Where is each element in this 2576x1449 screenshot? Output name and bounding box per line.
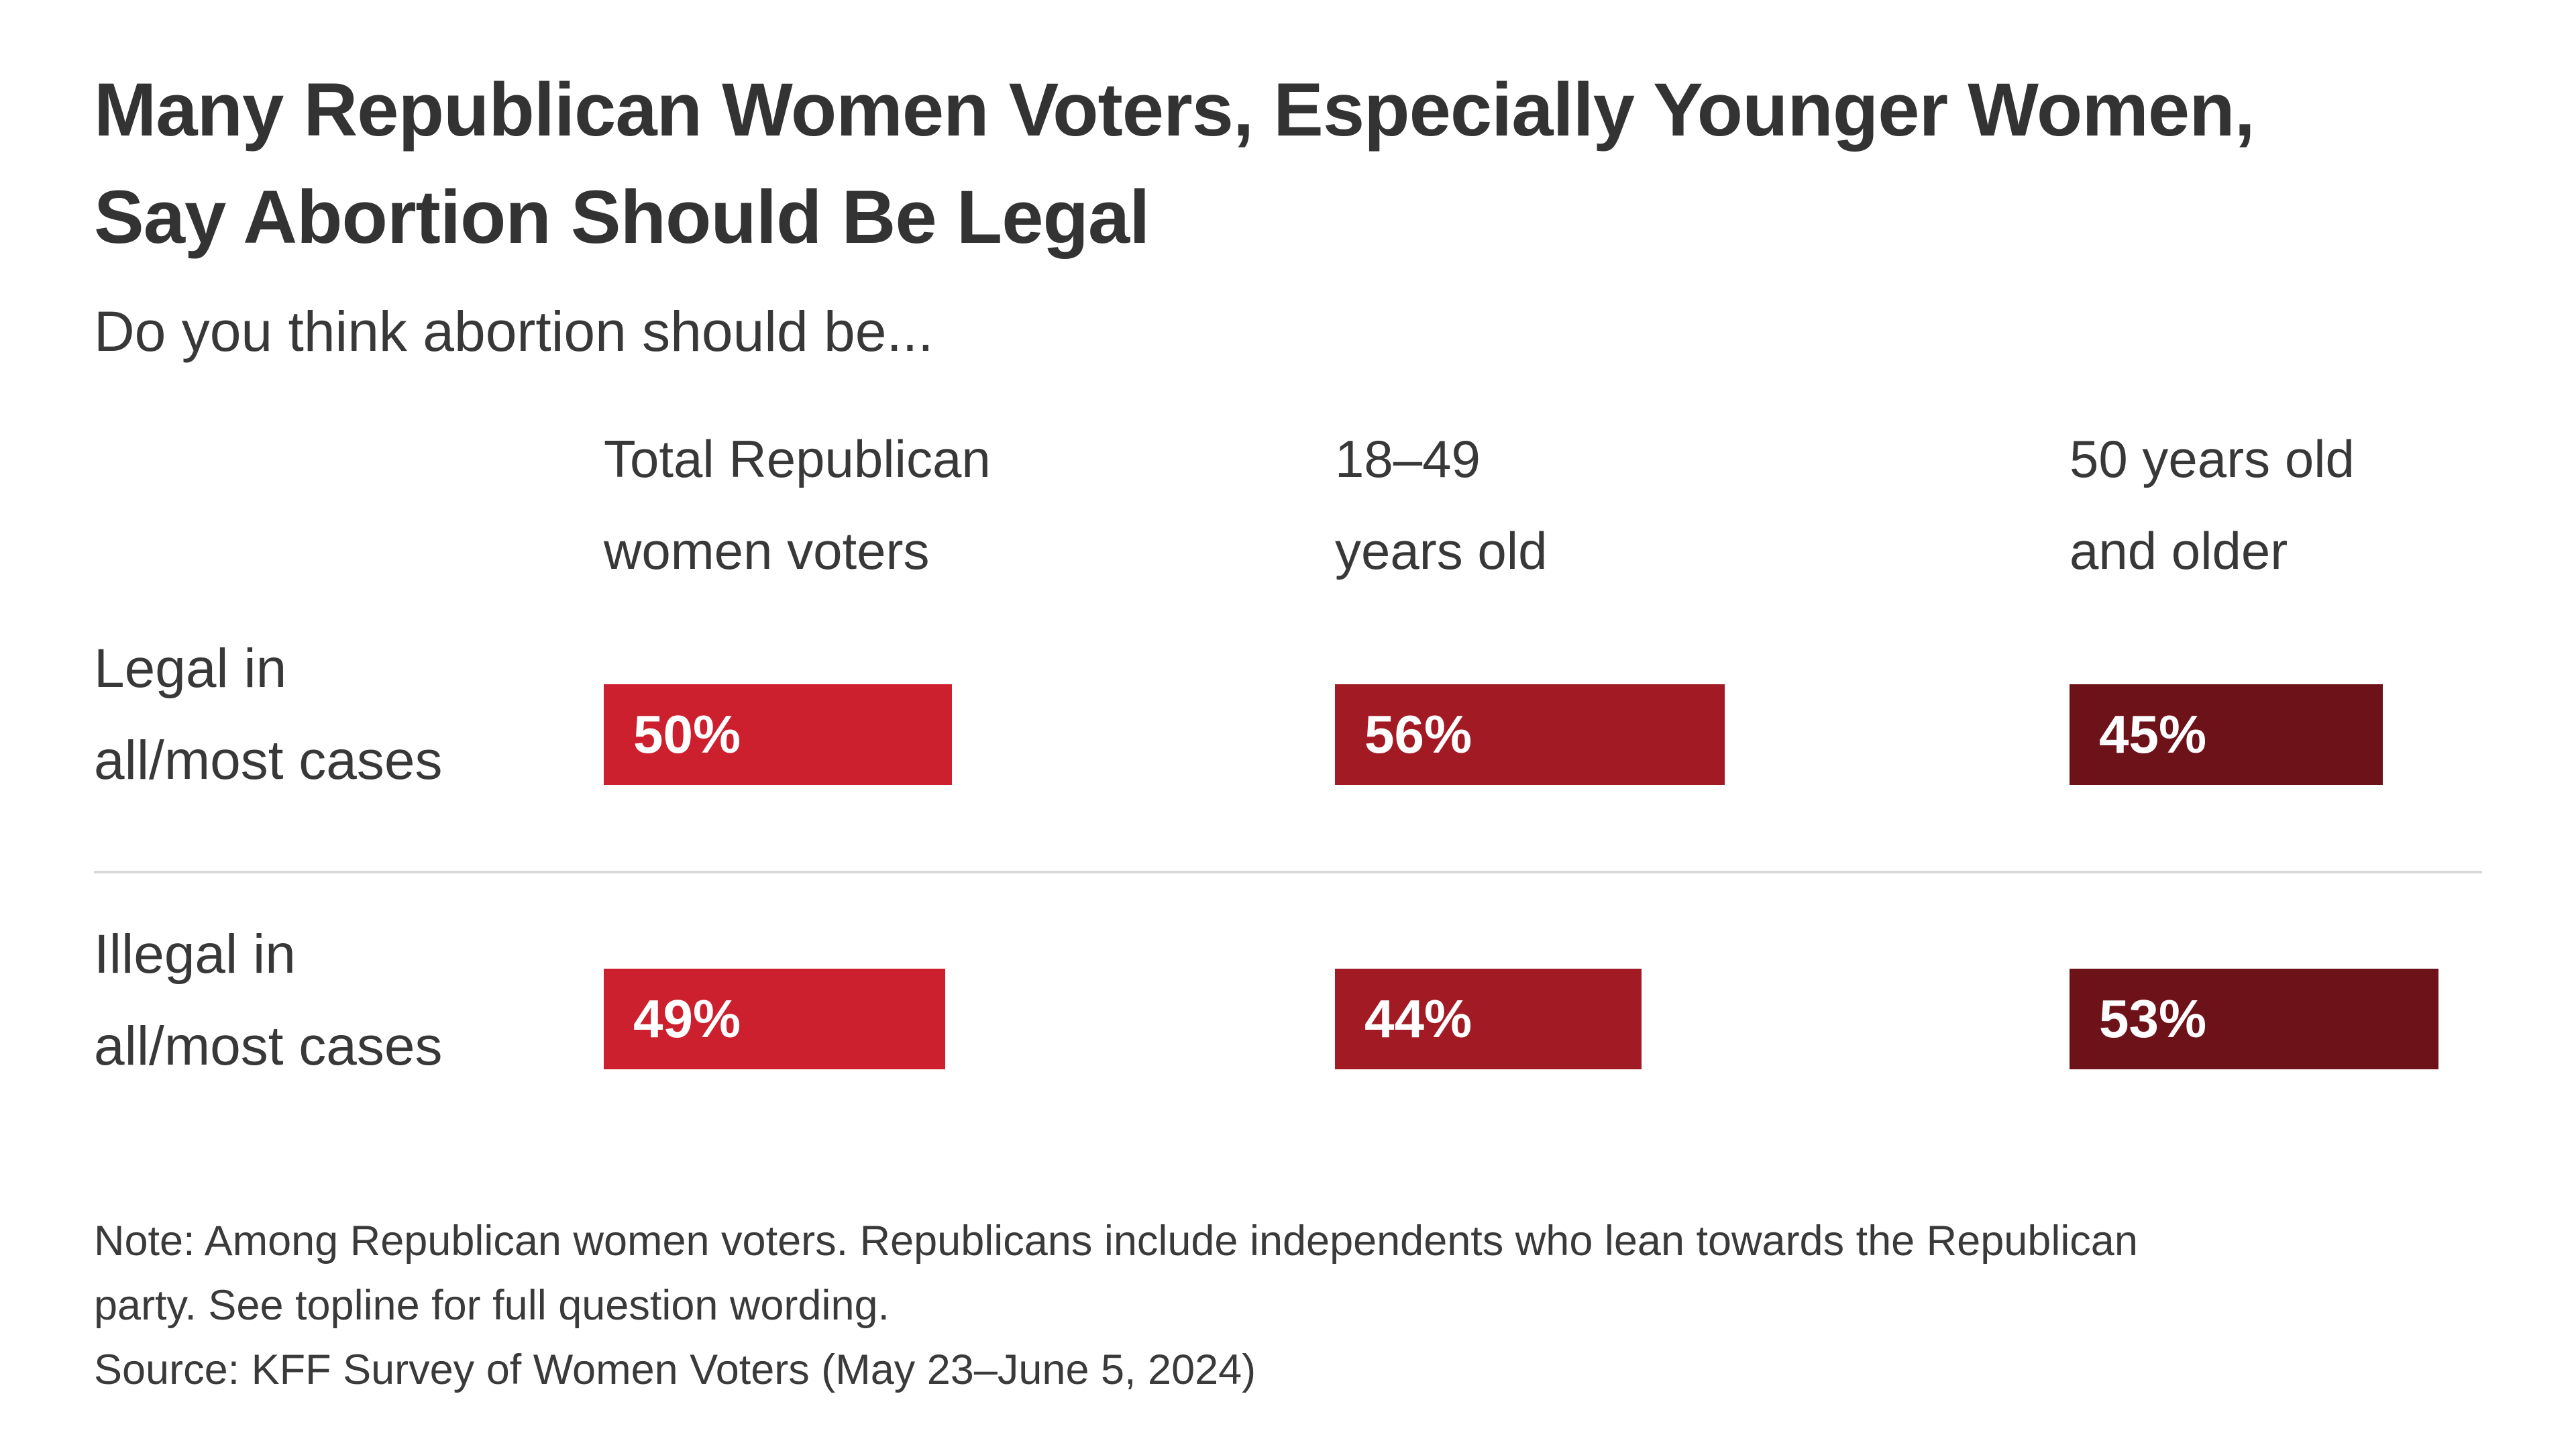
chart-subtitle: Do you think abortion should be... [94,300,934,363]
note-line2: party. See topline for full question wor… [94,1282,890,1329]
chart-footnote: Note: Among Republican women voters. Rep… [94,1209,2138,1402]
column-header-total-republican-women-voters: Total Republican women voters [604,413,991,597]
bar-legal-total-republican-women-voters: 50% [604,684,952,785]
column-header-line1: 18–49 [1335,429,1481,488]
row-label-legal: Legal in all/most cases [94,623,443,806]
source-line: Source: KFF Survey of Women Voters (May … [94,1346,1256,1393]
row-label-line2: all/most cases [94,730,443,791]
bar-value-label: 56% [1364,704,1472,764]
column-header-18-49-years-old: 18–49 years old [1335,413,1548,597]
row-label-line1: Illegal in [94,924,296,985]
column-header-line2: women voters [604,521,930,580]
column-header-line1: 50 years old [2070,429,2355,488]
bar-value-label: 49% [633,989,741,1049]
chart-title-line1: Many Republican Women Voters, Especially… [94,68,2255,152]
note-line1: Note: Among Republican women voters. Rep… [94,1218,2138,1265]
bar-legal-50-years-old-and-older: 45% [2070,684,2383,785]
bar-value-label: 44% [1364,989,1472,1049]
row-label-line1: Legal in [94,638,287,699]
bar-illegal-total-republican-women-voters: 49% [604,969,945,1069]
bar-illegal-50-years-old-and-older: 53% [2070,969,2438,1069]
bar-value-label: 53% [2099,989,2207,1049]
bar-illegal-18-49-years-old: 44% [1335,969,1642,1069]
bar-legal-18-49-years-old: 56% [1335,684,1725,785]
column-header-line2: years old [1335,521,1548,580]
row-label-illegal: Illegal in all/most cases [94,908,443,1092]
column-header-line2: and older [2070,521,2288,580]
row-label-line2: all/most cases [94,1016,443,1077]
bar-value-label: 45% [2099,704,2207,764]
row-divider [94,871,2482,873]
column-header-50-years-old-and-older: 50 years old and older [2070,413,2355,597]
chart-title-line2: Say Abortion Should Be Legal [94,175,1150,259]
column-header-line1: Total Republican [604,429,991,488]
bar-value-label: 50% [633,704,741,764]
chart-title: Many Republican Women Voters, Especially… [94,56,2255,271]
